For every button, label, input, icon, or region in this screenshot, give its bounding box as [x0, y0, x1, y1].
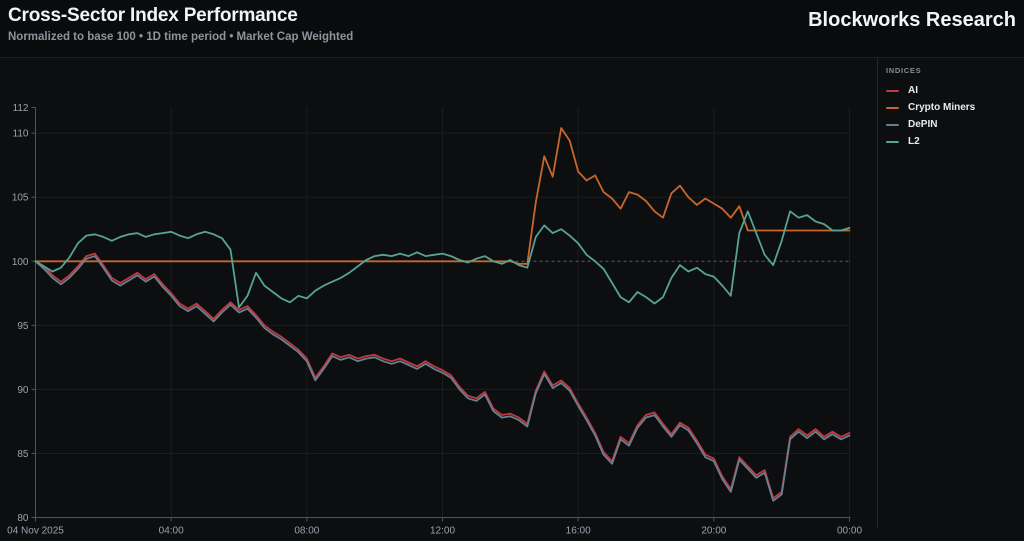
crypto-miners-color-swatch	[886, 106, 899, 109]
x-axis-label: 04 Nov 2025	[7, 526, 64, 537]
ai-color-swatch	[886, 89, 899, 92]
chart-subtitle: Normalized to base 100 • 1D time period …	[8, 31, 354, 43]
series-line-depin	[34, 255, 851, 502]
x-axis-label: 00:00	[837, 526, 862, 537]
l2-color-swatch	[886, 140, 899, 143]
legend-heading: INDICES	[886, 66, 922, 75]
legend-item-l2[interactable]: L2	[886, 133, 1016, 150]
x-axis-label: 20:00	[701, 526, 726, 537]
legend-item-label: L2	[908, 135, 920, 147]
x-axis-label: 16:00	[566, 526, 591, 537]
legend-panel: INDICES AI Crypto Miners DePIN L2	[886, 66, 1016, 150]
y-axis-label: 85	[17, 449, 29, 460]
series-line-ai	[34, 252, 851, 500]
legend-item-depin[interactable]: DePIN	[886, 116, 1016, 133]
series-line-l2	[34, 210, 851, 309]
legend-item-label: Crypto Miners	[908, 101, 976, 113]
y-axis-label: 90	[17, 385, 29, 396]
chart-header: Cross-Sector Index Performance Normalize…	[0, 0, 1024, 57]
y-axis-label: 100	[12, 257, 29, 268]
series-line-crypto-miners	[34, 127, 851, 265]
y-axis-label: 112	[13, 103, 29, 114]
y-axis-label: 105	[12, 193, 29, 204]
depin-color-swatch	[886, 123, 899, 126]
legend-item-ai[interactable]: AI	[886, 82, 1016, 99]
y-axis-label: 110	[13, 129, 29, 140]
legend-item-label: DePIN	[908, 118, 938, 130]
brand-logo: Blockworks Research	[808, 9, 1016, 31]
legend-item-label: AI	[908, 84, 918, 96]
x-axis-label: 12:00	[430, 526, 455, 537]
x-axis-label: 04:00	[159, 526, 184, 537]
page-title: Cross-Sector Index Performance	[8, 5, 298, 26]
x-axis-label: 08:00	[294, 526, 319, 537]
legend-item-crypto-miners[interactable]: Crypto Miners	[886, 99, 1016, 116]
y-axis-label: 80	[17, 513, 29, 524]
y-axis-label: 95	[17, 321, 29, 332]
